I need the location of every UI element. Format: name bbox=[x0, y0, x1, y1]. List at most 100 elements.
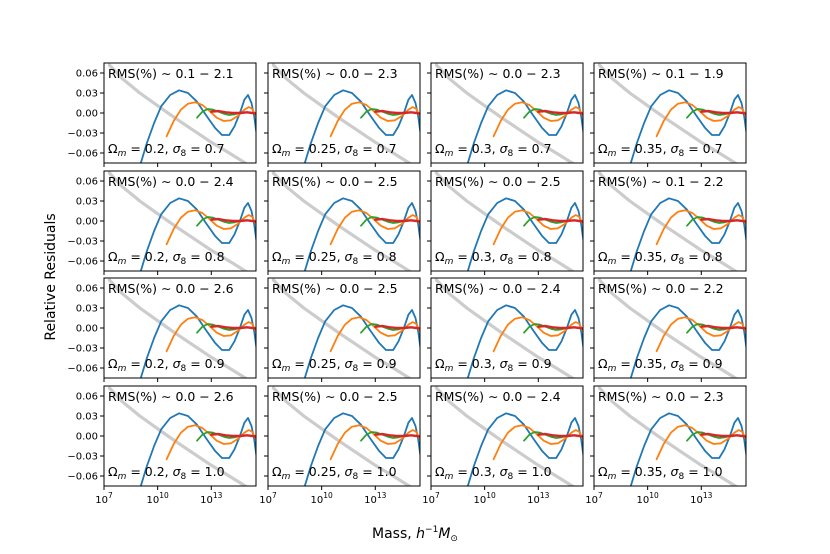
series-orange-line bbox=[165, 101, 256, 138]
series-blue-line bbox=[303, 197, 420, 271]
cosmology-params: Ωm = 0.2, σ8 = 1.0 bbox=[108, 464, 225, 482]
x-tick-label: 1013 bbox=[200, 491, 223, 506]
series-orange-line bbox=[655, 424, 746, 461]
panel-lines bbox=[271, 171, 420, 271]
series-blue-line bbox=[139, 412, 256, 486]
rms-annotation: RMS(%) ∼ 0.1 − 2.1 bbox=[108, 66, 234, 81]
x-tick-label: 107 bbox=[259, 491, 277, 506]
panel-lines bbox=[434, 386, 583, 486]
y-tick-label: 0.06 bbox=[76, 392, 98, 403]
x-axis-label: Mass, h−1M⊙ bbox=[372, 525, 458, 544]
y-tick-label: 0.06 bbox=[76, 177, 98, 188]
rms-annotation: RMS(%) ∼ 0.0 − 2.4 bbox=[435, 389, 561, 404]
series-red-line bbox=[210, 109, 256, 115]
y-tick-label: 0.03 bbox=[76, 412, 98, 423]
y-tick-label: 0.06 bbox=[76, 69, 98, 80]
series-orange-line bbox=[329, 424, 420, 461]
panel-lines bbox=[597, 171, 746, 271]
series-red-line bbox=[210, 217, 256, 223]
series-red-line bbox=[537, 109, 583, 115]
y-tick-label: 0.06 bbox=[76, 284, 98, 295]
series-red-line bbox=[700, 109, 746, 115]
panel-5: −0.06 −0.03 0.00 0.03 0.06 RMS(%) ∼ 0.0 − 2.4… bbox=[67, 170, 257, 275]
rms-annotation: RMS(%) ∼ 0.0 − 2.6 bbox=[108, 281, 234, 296]
rms-annotation: RMS(%) ∼ 0.0 − 2.3 bbox=[435, 66, 561, 81]
panel-3: RMS(%) ∼ 0.0 − 2.3 Ωm = 0.3, σ8 = 0.7 bbox=[427, 62, 584, 167]
panel-14: 107 1010 1013 RMS(%) ∼ 0.0 − 2.5 Ωm = 0.25, … bbox=[259, 385, 421, 506]
panel-4: RMS(%) ∼ 0.1 − 1.9 Ωm = 0.35, σ8 = 0.7 bbox=[590, 62, 747, 167]
cosmology-params: Ωm = 0.2, σ8 = 0.8 bbox=[108, 249, 225, 267]
y-tick-label: −0.06 bbox=[67, 364, 98, 375]
panel-lines bbox=[434, 171, 583, 271]
panel-7: RMS(%) ∼ 0.0 − 2.5 Ωm = 0.3, σ8 = 0.8 bbox=[427, 170, 584, 275]
cosmology-params: Ωm = 0.25, σ8 = 0.8 bbox=[272, 249, 397, 267]
series-orange-line bbox=[329, 316, 420, 353]
series-orange-line bbox=[492, 209, 583, 246]
x-tick-label: 1013 bbox=[527, 491, 550, 506]
x-tick-label: 1010 bbox=[147, 491, 170, 506]
series-red-line bbox=[700, 324, 746, 330]
panel-lines bbox=[271, 386, 420, 486]
series-orange-line bbox=[165, 424, 256, 461]
panel-lines bbox=[597, 278, 746, 378]
series-blue-line bbox=[139, 89, 256, 163]
rms-annotation: RMS(%) ∼ 0.1 − 2.2 bbox=[598, 174, 724, 189]
y-tick-label: 0.00 bbox=[76, 324, 98, 335]
series-red-line bbox=[537, 217, 583, 223]
panel-lines bbox=[107, 171, 256, 271]
panel-grid: −0.06 −0.03 0.00 0.03 0.06 RMS(%) ∼ 0.1 − 2.1… bbox=[67, 62, 747, 506]
series-orange-line bbox=[165, 316, 256, 353]
x-tick-label: 107 bbox=[422, 491, 440, 506]
series-blue-line bbox=[466, 89, 583, 163]
y-tick-label: −0.03 bbox=[67, 129, 98, 140]
series-red-line bbox=[700, 432, 746, 438]
series-blue-line bbox=[466, 412, 583, 486]
x-tick-label: 107 bbox=[95, 491, 113, 506]
x-tick-label: 1010 bbox=[637, 491, 660, 506]
rms-annotation: RMS(%) ∼ 0.0 − 2.5 bbox=[435, 174, 561, 189]
cosmology-params: Ωm = 0.3, σ8 = 0.9 bbox=[435, 356, 552, 374]
rms-annotation: RMS(%) ∼ 0.1 − 1.9 bbox=[598, 66, 724, 81]
y-tick-label: 0.03 bbox=[76, 89, 98, 100]
series-blue-line bbox=[303, 412, 420, 486]
series-orange-line bbox=[655, 316, 746, 353]
series-blue-line bbox=[629, 412, 746, 486]
cosmology-params: Ωm = 0.35, σ8 = 0.9 bbox=[598, 356, 723, 374]
rms-annotation: RMS(%) ∼ 0.0 − 2.2 bbox=[598, 281, 724, 296]
series-orange-line bbox=[655, 101, 746, 138]
x-tick-label: 1013 bbox=[364, 491, 387, 506]
cosmology-params: Ωm = 0.35, σ8 = 0.7 bbox=[598, 141, 723, 159]
cosmology-params: Ωm = 0.25, σ8 = 0.7 bbox=[272, 141, 397, 159]
panel-lines bbox=[434, 278, 583, 378]
cosmology-params: Ωm = 0.3, σ8 = 1.0 bbox=[435, 464, 552, 482]
panel-lines bbox=[107, 386, 256, 486]
y-tick-label: 0.00 bbox=[76, 109, 98, 120]
panel-8: RMS(%) ∼ 0.1 − 2.2 Ωm = 0.35, σ8 = 0.8 bbox=[590, 170, 747, 275]
panel-lines bbox=[434, 63, 583, 163]
rms-annotation: RMS(%) ∼ 0.0 − 2.5 bbox=[272, 174, 398, 189]
panel-lines bbox=[597, 386, 746, 486]
x-tick-label: 1010 bbox=[311, 491, 334, 506]
series-blue-line bbox=[466, 304, 583, 378]
rms-annotation: RMS(%) ∼ 0.0 − 2.6 bbox=[108, 389, 234, 404]
panel-lines bbox=[107, 278, 256, 378]
series-red-line bbox=[537, 324, 583, 330]
rms-annotation: RMS(%) ∼ 0.0 − 2.3 bbox=[272, 66, 398, 81]
panel-6: RMS(%) ∼ 0.0 − 2.5 Ωm = 0.25, σ8 = 0.8 bbox=[264, 170, 421, 275]
panel-lines bbox=[271, 63, 420, 163]
series-orange-line bbox=[492, 101, 583, 138]
y-tick-label: 0.00 bbox=[76, 432, 98, 443]
series-red-line bbox=[537, 432, 583, 438]
y-tick-label: −0.06 bbox=[67, 257, 98, 268]
cosmology-params: Ωm = 0.2, σ8 = 0.9 bbox=[108, 356, 225, 374]
y-tick-label: −0.06 bbox=[67, 149, 98, 160]
series-blue-line bbox=[139, 304, 256, 378]
x-tick-label: 107 bbox=[585, 491, 603, 506]
rms-annotation: RMS(%) ∼ 0.0 − 2.4 bbox=[108, 174, 234, 189]
rms-annotation: RMS(%) ∼ 0.0 − 2.5 bbox=[272, 389, 398, 404]
panel-9: −0.06 −0.03 0.00 0.03 0.06 RMS(%) ∼ 0.0 − 2.6… bbox=[67, 277, 257, 382]
cosmology-params: Ωm = 0.2, σ8 = 0.7 bbox=[108, 141, 225, 159]
series-blue-line bbox=[303, 89, 420, 163]
series-blue-line bbox=[629, 304, 746, 378]
